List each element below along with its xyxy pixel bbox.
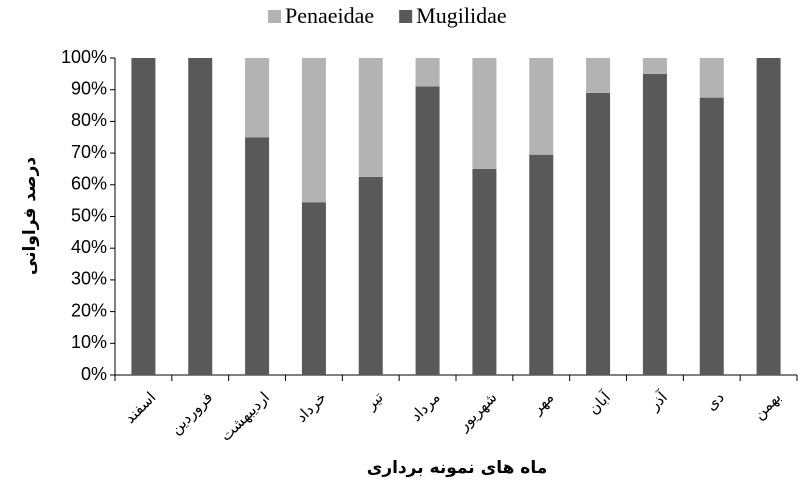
bar-segment xyxy=(358,58,383,177)
bar-segment xyxy=(301,58,326,203)
bar-segment xyxy=(756,58,781,375)
y-tick-label: 70% xyxy=(71,142,107,162)
legend-swatch xyxy=(268,10,281,23)
x-tick-label: فروردین xyxy=(167,388,217,438)
y-tick-label: 50% xyxy=(71,205,107,225)
bar-segment xyxy=(245,58,270,138)
bar-segment xyxy=(699,58,724,98)
bar-segment xyxy=(301,202,326,375)
y-tick-label: 80% xyxy=(71,110,107,130)
x-axis-title: ماه های نمونه برداری xyxy=(367,458,547,478)
y-tick-label: 100% xyxy=(61,47,107,67)
bar-segment xyxy=(586,58,611,93)
y-tick-label: 30% xyxy=(71,269,107,289)
x-tick-label: اردیبهشت xyxy=(217,388,273,444)
x-tick-label: آبان xyxy=(584,388,614,418)
bar-segment xyxy=(529,58,554,155)
bar-segment xyxy=(529,154,554,375)
bar-segment xyxy=(245,137,270,375)
bar-segment xyxy=(358,176,383,375)
x-tick-label: تیر xyxy=(361,388,386,413)
legend-label: Mugilidae xyxy=(416,3,506,28)
bar-segment xyxy=(131,58,156,375)
x-tick-label: شهریور xyxy=(454,388,501,435)
x-tick-label: دی xyxy=(702,388,728,414)
x-tick-label: بهمن xyxy=(750,388,785,423)
bar-segment xyxy=(415,86,440,375)
y-tick-label: 10% xyxy=(71,332,107,352)
y-axis-title: درصد فراوانی xyxy=(20,157,40,275)
bar-segment xyxy=(415,58,440,87)
bar-segment xyxy=(188,58,213,375)
bar-segment xyxy=(642,58,667,74)
x-tick-label: آذر xyxy=(645,388,672,415)
x-tick-label: اسفند xyxy=(121,388,160,427)
legend-label: Penaeidae xyxy=(285,3,374,28)
y-tick-label: 60% xyxy=(71,174,107,194)
bar-segment xyxy=(642,73,667,375)
y-tick-label: 20% xyxy=(71,300,107,320)
x-tick-label: خرداد xyxy=(292,388,330,426)
x-tick-label: مرداد xyxy=(407,388,444,425)
bar-segment xyxy=(472,58,497,169)
bar-segment xyxy=(586,92,611,376)
y-tick-label: 40% xyxy=(71,237,107,257)
x-tick-label: مهر xyxy=(527,388,557,418)
y-tick-label: 0% xyxy=(81,364,107,384)
y-tick-label: 90% xyxy=(71,78,107,98)
bar-segment xyxy=(472,168,497,375)
legend-swatch xyxy=(399,10,413,23)
bar-segment xyxy=(699,97,724,375)
